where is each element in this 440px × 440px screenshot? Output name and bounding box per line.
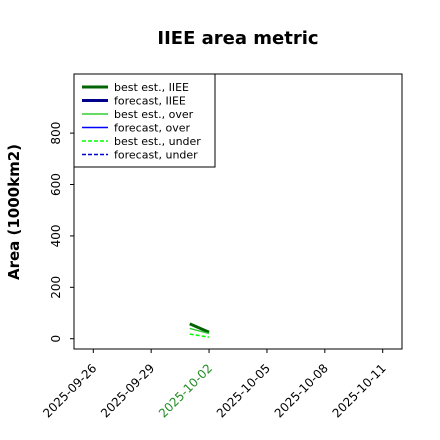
- series-line: [189, 327, 210, 335]
- x-tick-label: 2025-10-11: [330, 361, 389, 420]
- x-axis: 2025-09-262025-09-292025-10-022025-10-05…: [40, 349, 389, 420]
- x-tick-label: 2025-10-08: [272, 361, 331, 420]
- chart-title: IIEE area metric: [157, 28, 318, 49]
- x-tick-label: 2025-10-02: [156, 361, 215, 420]
- y-axis-label: Area (1000km2): [5, 144, 23, 280]
- legend-label: best est., under: [114, 135, 201, 148]
- series-layer: [189, 322, 210, 338]
- y-tick-label: 600: [49, 173, 63, 196]
- y-axis: 0 200 400 600 800: [49, 122, 74, 343]
- x-tick-label: 2025-09-29: [98, 361, 157, 420]
- x-tick-label: 2025-10-05: [214, 361, 273, 420]
- series-line: [189, 322, 210, 334]
- legend-label: best est., over: [114, 108, 194, 121]
- legend-label: forecast, over: [114, 122, 190, 135]
- legend-label: best est., IIEE: [114, 81, 189, 94]
- y-tick-label: 200: [49, 276, 63, 299]
- legend-label: forecast, IIEE: [114, 95, 186, 108]
- y-tick-label: 400: [49, 224, 63, 247]
- legend-box: [73, 73, 216, 168]
- x-tick-label: 2025-09-26: [40, 361, 99, 420]
- legend-label: forecast, under: [114, 149, 198, 162]
- plot-area: [73, 73, 403, 350]
- series-line: [189, 333, 210, 338]
- y-tick-label: 800: [49, 122, 63, 145]
- y-tick-label: 0: [49, 335, 63, 343]
